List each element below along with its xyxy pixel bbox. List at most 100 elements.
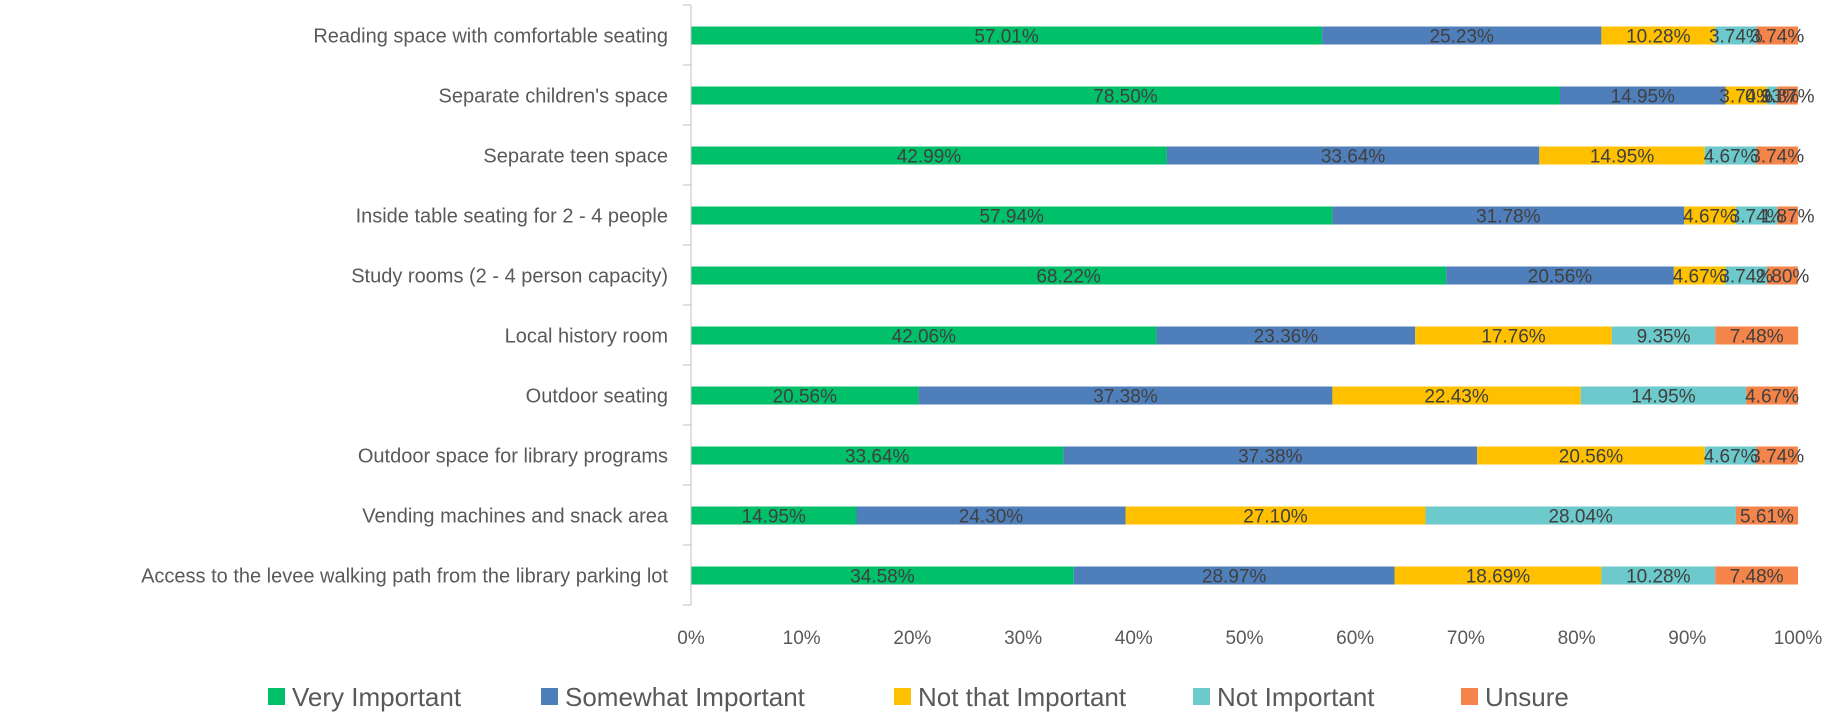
category-label: Separate teen space (483, 146, 668, 168)
bar-segment (691, 266, 1447, 285)
bar-segment (1580, 386, 1747, 405)
data-label: 78.50% (1093, 87, 1158, 108)
data-label: 4.67% (1683, 207, 1737, 228)
data-label: 20.56% (1559, 447, 1624, 468)
bar-segment (1322, 26, 1602, 45)
category-label: Inside table seating for 2 - 4 people (356, 206, 668, 228)
legend: Very Important Somewhat Important Not that… (268, 682, 1569, 712)
data-label: 1.87% (1761, 87, 1815, 108)
data-label: 9.35% (1637, 327, 1691, 348)
data-label: 27.10% (1243, 507, 1308, 528)
bar-segment (1332, 386, 1581, 405)
bar-segment (1601, 566, 1716, 585)
data-label: 3.74% (1709, 27, 1763, 48)
data-label: 22.43% (1424, 387, 1489, 408)
data-label: 18.69% (1466, 567, 1531, 588)
x-tick-label: 10% (783, 628, 821, 649)
data-label: 3.74% (1719, 87, 1773, 108)
data-label: 14.95% (742, 507, 807, 528)
data-labels-layer: 57.01% 25.23% 10.28% 3.74% 3.74% 78.50% 14.95%… (742, 27, 1815, 588)
data-label: 10.28% (1626, 567, 1691, 588)
bar-segment (1559, 86, 1726, 105)
bar-segment (856, 506, 1126, 525)
data-label: 33.64% (845, 447, 910, 468)
data-label: 7.48% (1730, 327, 1784, 348)
bar-segment (1725, 266, 1767, 285)
data-label: 4.67% (1704, 147, 1758, 168)
data-label: 37.38% (1093, 387, 1158, 408)
legend-swatch (541, 688, 558, 705)
x-tick-label: 30% (1004, 628, 1042, 649)
data-label: 7.48% (1730, 567, 1784, 588)
legend-label: Not Important (1217, 682, 1375, 712)
bar-segment (691, 506, 857, 525)
legend-label: Not that Important (918, 682, 1127, 712)
data-label: 28.97% (1202, 567, 1267, 588)
axes-layer: Reading space with comfortable seating Se… (141, 4, 1823, 649)
bar-segment (1166, 146, 1540, 165)
bar-segment (1704, 446, 1757, 465)
legend-swatch (268, 688, 285, 705)
category-label: Local history room (505, 326, 668, 348)
bar-segment (1415, 326, 1612, 345)
data-label: 24.30% (959, 507, 1024, 528)
bar-segment (1684, 206, 1736, 225)
data-label: 14.95% (1590, 147, 1655, 168)
bar-segment (1777, 206, 1798, 225)
bar-segment (1766, 86, 1778, 105)
data-label: 37.38% (1238, 447, 1303, 468)
data-label: 4.67% (1745, 387, 1799, 408)
bar-segment (918, 386, 1333, 405)
bar-segment (1332, 206, 1685, 225)
bar-segment (691, 86, 1560, 105)
bar-segment (1156, 326, 1416, 345)
data-label: 42.99% (897, 147, 962, 168)
x-tick-label: 90% (1668, 628, 1706, 649)
bar-segment (1777, 86, 1798, 105)
bar-segment (1756, 446, 1798, 465)
bar-segment (691, 566, 1074, 585)
data-label: 17.76% (1481, 327, 1546, 348)
bar-segment (1735, 506, 1798, 525)
bar-segment (1394, 566, 1602, 585)
data-label: 68.22% (1036, 267, 1101, 288)
bar-segment (1673, 266, 1726, 285)
legend-label: Somewhat Important (565, 682, 806, 712)
x-tick-label: 80% (1558, 628, 1596, 649)
legend-label: Very Important (292, 682, 462, 712)
data-label: 3.74% (1750, 147, 1804, 168)
bar-segment (1756, 146, 1798, 165)
data-label: 33.64% (1321, 147, 1386, 168)
x-tick-label: 100% (1774, 628, 1823, 649)
x-tick-label: 60% (1336, 628, 1374, 649)
data-label: 23.36% (1254, 327, 1319, 348)
bar-segment (1746, 386, 1798, 405)
category-label: Outdoor space for library programs (358, 446, 668, 468)
category-label: Study rooms (2 - 4 person capacity) (351, 266, 668, 288)
bar-segment (1477, 446, 1705, 465)
data-label: 28.04% (1548, 507, 1613, 528)
data-label: 3.74% (1750, 447, 1804, 468)
data-label: 3.74% (1730, 207, 1784, 228)
bar-segment (1715, 26, 1757, 45)
bar-segment (1601, 26, 1716, 45)
x-tick-label: 50% (1225, 628, 1263, 649)
data-label: 14.95% (1631, 387, 1696, 408)
data-label: 3.74% (1719, 267, 1773, 288)
bar-segment (1425, 506, 1736, 525)
bar-segment (1756, 26, 1798, 45)
data-label: 4.67% (1673, 267, 1727, 288)
bar-segment (691, 206, 1333, 225)
data-label: 57.01% (974, 27, 1039, 48)
data-label: 20.56% (1528, 267, 1593, 288)
data-label: 1.87% (1761, 207, 1815, 228)
data-label: 25.23% (1430, 27, 1495, 48)
legend-swatch (1193, 688, 1210, 705)
data-label: 42.06% (892, 327, 957, 348)
bar-segment (1611, 326, 1716, 345)
legend-swatch (1461, 688, 1478, 705)
bar-segment (1446, 266, 1674, 285)
category-label: Outdoor seating (526, 386, 668, 408)
category-label: Reading space with comfortable seating (313, 26, 668, 48)
